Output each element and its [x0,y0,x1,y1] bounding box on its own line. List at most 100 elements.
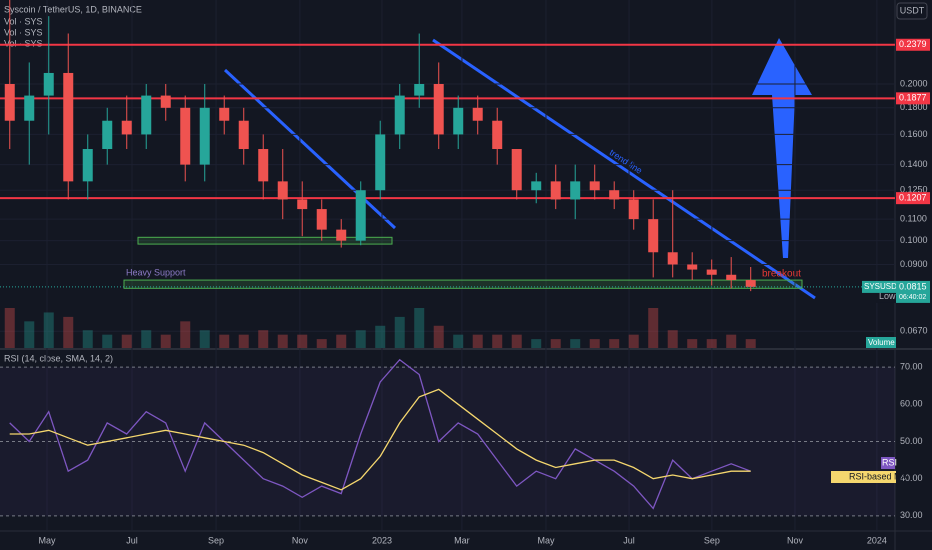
level-label: 0.1877 [899,93,927,103]
volume-label: Volume [868,338,895,347]
volume-bar [648,308,659,348]
candle-body [160,95,171,108]
candle-body [609,190,620,200]
y-tick-label: 0.0670 [900,326,928,336]
candle-body [63,72,74,182]
candle-body [238,120,249,150]
candle-body [24,95,35,121]
volume-bar [199,330,210,348]
candle-body [492,120,503,150]
x-tick-label: Nov [787,535,804,545]
volume-bar [453,334,464,348]
currency-button[interactable] [896,2,928,20]
volume-bar [238,334,249,348]
volume-bar [433,325,444,348]
candle-body [355,190,366,241]
candle-body [121,120,132,135]
volume-bar [297,334,308,348]
candle-body [316,209,327,230]
candle-body [453,107,464,135]
candle-body [550,181,561,200]
candle-body [726,274,737,281]
x-tick-label: Jul [623,535,635,545]
countdown: 06:40:02 [899,294,926,301]
volume-legend: Vol · SYS [4,38,43,48]
candle-body [667,252,678,265]
candle-body [433,83,444,135]
y-tick-label: 0.1250 [900,185,928,195]
volume-bar [43,312,54,348]
candle-body [414,83,425,96]
volume-bar [609,339,620,348]
volume-bar [141,330,152,348]
candle-body [394,95,405,135]
volume-bar [511,334,522,348]
x-tick-label: 2024 [867,535,887,545]
volume-bar [121,334,132,348]
breakout-label: breakout [762,269,801,280]
volume-bar [102,334,113,348]
candle-body [628,199,639,220]
volume-legend: Vol · SYS [4,16,43,26]
volume-bar [472,334,483,348]
volume-bar [687,339,698,348]
candle-body [687,264,698,270]
volume-bar [375,325,386,348]
volume-bar [589,339,600,348]
trend-line[interactable] [223,68,397,230]
candle-body [745,280,756,287]
x-tick-label: Sep [704,535,720,545]
y-tick-label: 0.1400 [900,159,928,169]
volume-legend: Vol · SYS [4,27,43,37]
volume-bar [82,330,93,348]
y-tick-label: 0.0900 [900,259,928,269]
x-tick-label: Nov [292,535,309,545]
support-zone [137,236,393,245]
volume-bar [24,321,35,348]
arrow [752,38,812,258]
candle-body [258,149,269,182]
volume-bar [414,308,425,348]
candle-body [199,107,210,165]
candle-body [472,107,483,121]
low-tag [876,290,896,303]
candle-body [141,95,152,135]
x-tick-label: 2023 [372,535,392,545]
volume-bar [258,330,269,348]
level-label: 0.2379 [899,39,927,49]
candle-body [219,107,230,121]
candle-body [531,181,542,191]
volume-bar [355,330,366,348]
low-label: Low [879,291,896,301]
trend-line[interactable] [432,38,816,300]
candle-body [706,269,717,275]
volume-bar [628,334,639,348]
volume-bar [336,334,347,348]
y-tick-label: 70.00 [900,361,923,371]
y-tick-label: 40.00 [900,473,923,483]
y-tick-label: 0.1100 [900,214,927,224]
x-tick-label: Mar [454,535,470,545]
symbol-label: SYSUSDT [864,282,902,291]
candle-body [180,107,191,165]
y-tick-label: 30.00 [900,510,923,520]
level-tag [896,38,930,51]
y-tick-label: 0.1600 [900,129,928,139]
y-tick-label: 0.1000 [900,235,928,245]
level-tag [896,92,930,105]
candle-body [336,229,347,241]
support-zone [123,279,803,289]
volume-bar [160,334,171,348]
x-tick-label: May [537,535,555,545]
currency-label: USDT [900,5,925,15]
x-tick-label: May [38,535,56,545]
volume-bar [550,339,561,348]
candle-body [297,199,308,210]
legend-tag [881,457,895,469]
volume-bar [316,339,327,348]
volume-bar [570,339,581,348]
y-tick-label: 0.2000 [900,78,928,88]
volume-bar [745,339,756,348]
x-tick-label: Sep [208,535,224,545]
